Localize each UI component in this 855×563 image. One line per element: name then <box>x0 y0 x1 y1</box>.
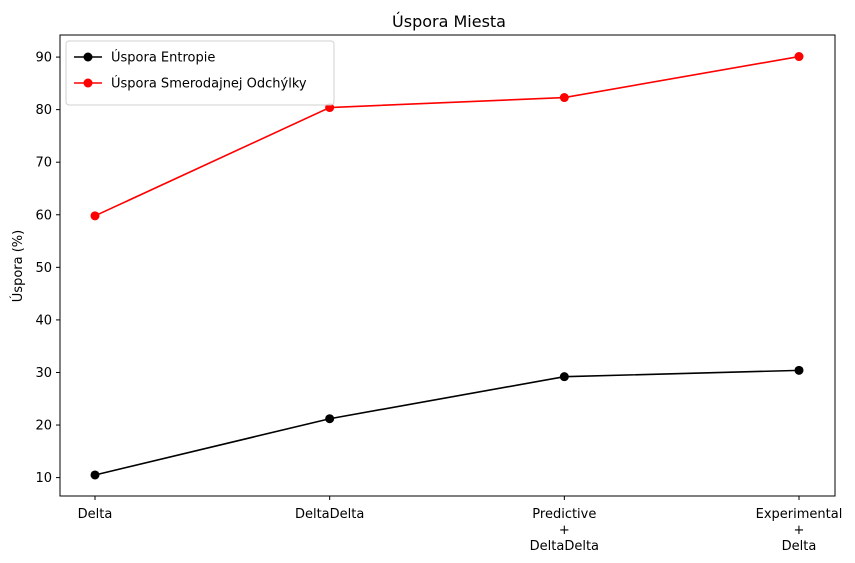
data-point <box>559 93 569 103</box>
series-layer <box>90 52 804 480</box>
series-line-1 <box>94 369 800 476</box>
plot-frame <box>59 34 836 497</box>
chart-title: Úspora Miesta <box>392 12 506 31</box>
x-tick-label: Delta <box>78 507 113 522</box>
x-tick-label: Predictive + DeltaDelta <box>530 507 599 554</box>
y-tick-label: 10 <box>35 471 52 486</box>
legend-box <box>65 40 335 106</box>
y-axis-label: Úspora (%) <box>10 230 26 302</box>
y-tick-label: 30 <box>35 366 52 381</box>
x-tick-label: Experimental + Delta <box>756 507 843 554</box>
y-tick-label: 60 <box>35 208 52 223</box>
y-tick-label: 40 <box>35 313 52 328</box>
y-tick-label: 70 <box>35 156 52 171</box>
x-axis: Delta DeltaDelta Predictive + DeltaDeltaExpe… <box>78 496 843 554</box>
x-tick-label: DeltaDelta <box>295 507 364 522</box>
data-point <box>559 372 569 382</box>
series-line-2 <box>94 55 800 217</box>
y-tick-label: 90 <box>35 51 52 66</box>
legend-label: Úspora Entropie <box>111 50 215 66</box>
data-point <box>794 52 804 62</box>
legend: Úspora Entropie Úspora Smerodajnej Odchýl… <box>65 40 335 106</box>
y-axis: 10 20 30 40 50 60 70 80 90 <box>35 51 60 486</box>
y-tick-label: 50 <box>35 261 52 276</box>
data-point <box>794 365 804 375</box>
y-tick-label: 20 <box>35 419 52 434</box>
data-point <box>325 414 335 424</box>
data-point <box>90 211 100 221</box>
y-tick-label: 80 <box>35 103 52 118</box>
data-point <box>90 470 100 480</box>
legend-marker <box>83 52 93 62</box>
legend-label: Úspora Smerodajnej Odchýlky <box>111 76 307 92</box>
legend-marker <box>83 78 93 88</box>
